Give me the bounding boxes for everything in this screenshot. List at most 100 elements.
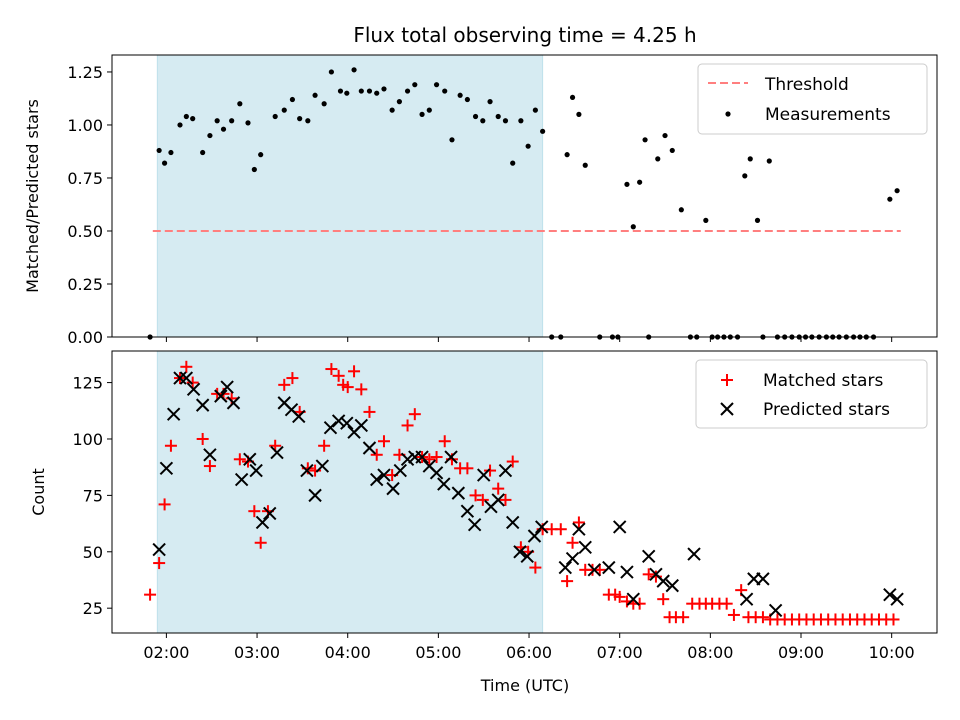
- matched-stars-point: [887, 613, 900, 626]
- measurements-point: [433, 82, 440, 88]
- matched-stars-point: [506, 455, 519, 468]
- measurements-point: [426, 107, 432, 113]
- measurements-point: [200, 149, 206, 156]
- x-tick-label: 06:00: [506, 643, 552, 662]
- predicted-stars-point: [195, 398, 210, 412]
- predicted-stars-point: [393, 463, 408, 478]
- predicted-stars-point: [234, 472, 249, 487]
- x-tick-label: 07:00: [597, 643, 643, 662]
- measurements-point: [190, 116, 196, 122]
- count-y-tick-label: 25: [83, 599, 103, 618]
- matched-stars-point: [561, 575, 574, 588]
- measurements-point: [419, 111, 425, 117]
- matched-legend-label: Matched stars: [763, 371, 883, 391]
- matched-stars-point: [554, 523, 567, 536]
- ratio-y-tick-label: 0.50: [67, 222, 103, 241]
- matched-stars-point: [566, 536, 579, 549]
- predicted-stars-point: [444, 450, 458, 464]
- matched-stars-point: [254, 536, 267, 549]
- matched-stars-point: [233, 453, 246, 466]
- measurements-point: [569, 94, 576, 101]
- predicted-stars-point: [315, 459, 330, 473]
- predicted-stars-point: [386, 481, 400, 496]
- matched-stars-point: [572, 516, 585, 529]
- matched-stars-point: [720, 597, 733, 610]
- predicted-stars-point: [249, 463, 263, 478]
- predicted-stars-point: [159, 461, 174, 476]
- count-legend: Matched stars Predicted stars: [695, 359, 928, 429]
- predicted-stars-point: [377, 468, 391, 482]
- measurements-point: [487, 99, 493, 105]
- predicted-stars-point: [890, 592, 904, 606]
- measurements-point: [237, 101, 243, 107]
- measurements-point: [297, 116, 303, 122]
- measurements-point: [894, 188, 900, 194]
- measurements-point: [525, 143, 531, 149]
- measurements-point: [214, 118, 220, 124]
- measurements-point: [344, 90, 350, 96]
- ratio-axes-frame: [111, 54, 938, 338]
- measurements-point: [156, 147, 162, 154]
- predicted-stars-point: [460, 504, 475, 518]
- count-y-tick-label: 125: [72, 374, 103, 393]
- predicted-stars-point: [491, 493, 505, 507]
- measurements-point: [281, 107, 287, 113]
- predicted-stars-point: [739, 592, 754, 606]
- matched-stars-point: [153, 557, 166, 570]
- matched-stars-point: [186, 376, 199, 389]
- predicted-stars-point: [665, 578, 679, 593]
- measurements-point: [518, 118, 524, 124]
- count-legend-box: [695, 359, 928, 429]
- predicted-legend-label: Predicted stars: [763, 400, 890, 420]
- predicted-stars-point: [340, 416, 354, 430]
- predicted-stars-point: [214, 389, 228, 403]
- ratio-x-ticks: [165, 337, 893, 342]
- x-tick-label: 02:00: [143, 643, 189, 662]
- measurements-point: [381, 86, 387, 92]
- matched-stars-point: [492, 482, 505, 495]
- x-tick-label: 08:00: [687, 643, 733, 662]
- count-panel: 25 50 75 100 125 02:00 03:00 04:00 05:00 06:00 07…: [29, 350, 938, 695]
- measurements-point: [229, 118, 235, 124]
- matched-stars-point: [355, 383, 368, 396]
- matched-stars-point: [642, 568, 655, 581]
- measurements-point: [396, 99, 402, 105]
- ratio-y-tick-label: 0.25: [67, 275, 103, 294]
- predicted-stars-point: [292, 409, 306, 424]
- matched-stars-point: [203, 460, 216, 473]
- measurements-point: [258, 152, 264, 158]
- matched-legend-marker: [721, 374, 733, 386]
- measurements-point: [754, 217, 761, 223]
- measurements-point: [703, 217, 709, 223]
- ratio-y-ticks: 0.00 0.25 0.50 0.75 1.00 1.25: [67, 63, 112, 347]
- ratio-y-tick-label: 1.25: [67, 63, 103, 82]
- measurements-point: [662, 132, 668, 139]
- measurements-point: [305, 118, 311, 124]
- matched-stars-point: [370, 448, 383, 461]
- predicted-stars-point: [476, 468, 491, 482]
- predicted-stars-point: [370, 472, 384, 487]
- x-tick-label: 09:00: [778, 643, 824, 662]
- predicted-stars-point: [400, 452, 415, 466]
- predicted-stars-point: [612, 520, 627, 534]
- measurements-point: [472, 113, 479, 120]
- matched-stars-point: [649, 570, 662, 583]
- predicted-stars-point: [429, 466, 444, 480]
- predicted-stars-point: [179, 371, 194, 385]
- count-axes-frame: [111, 350, 938, 634]
- x-axis-label: Time (UTC): [480, 676, 569, 695]
- ratio-y-tick-label: 1.00: [67, 116, 103, 135]
- matched-stars-point: [593, 563, 606, 576]
- predicted-stars-point: [578, 540, 592, 554]
- measurements-point: [532, 107, 538, 113]
- matched-stars-point: [461, 462, 474, 475]
- matched-stars-point: [144, 588, 157, 601]
- predicted-stars-point: [415, 450, 429, 464]
- predicted-stars-point: [535, 520, 549, 534]
- matched-stars-point: [248, 505, 261, 518]
- predicted-stars-point: [641, 549, 656, 564]
- predicted-stars-point: [451, 486, 466, 500]
- measurements-point: [510, 160, 516, 166]
- matched-stars-point: [278, 378, 291, 391]
- predicted-stars-point: [186, 382, 201, 397]
